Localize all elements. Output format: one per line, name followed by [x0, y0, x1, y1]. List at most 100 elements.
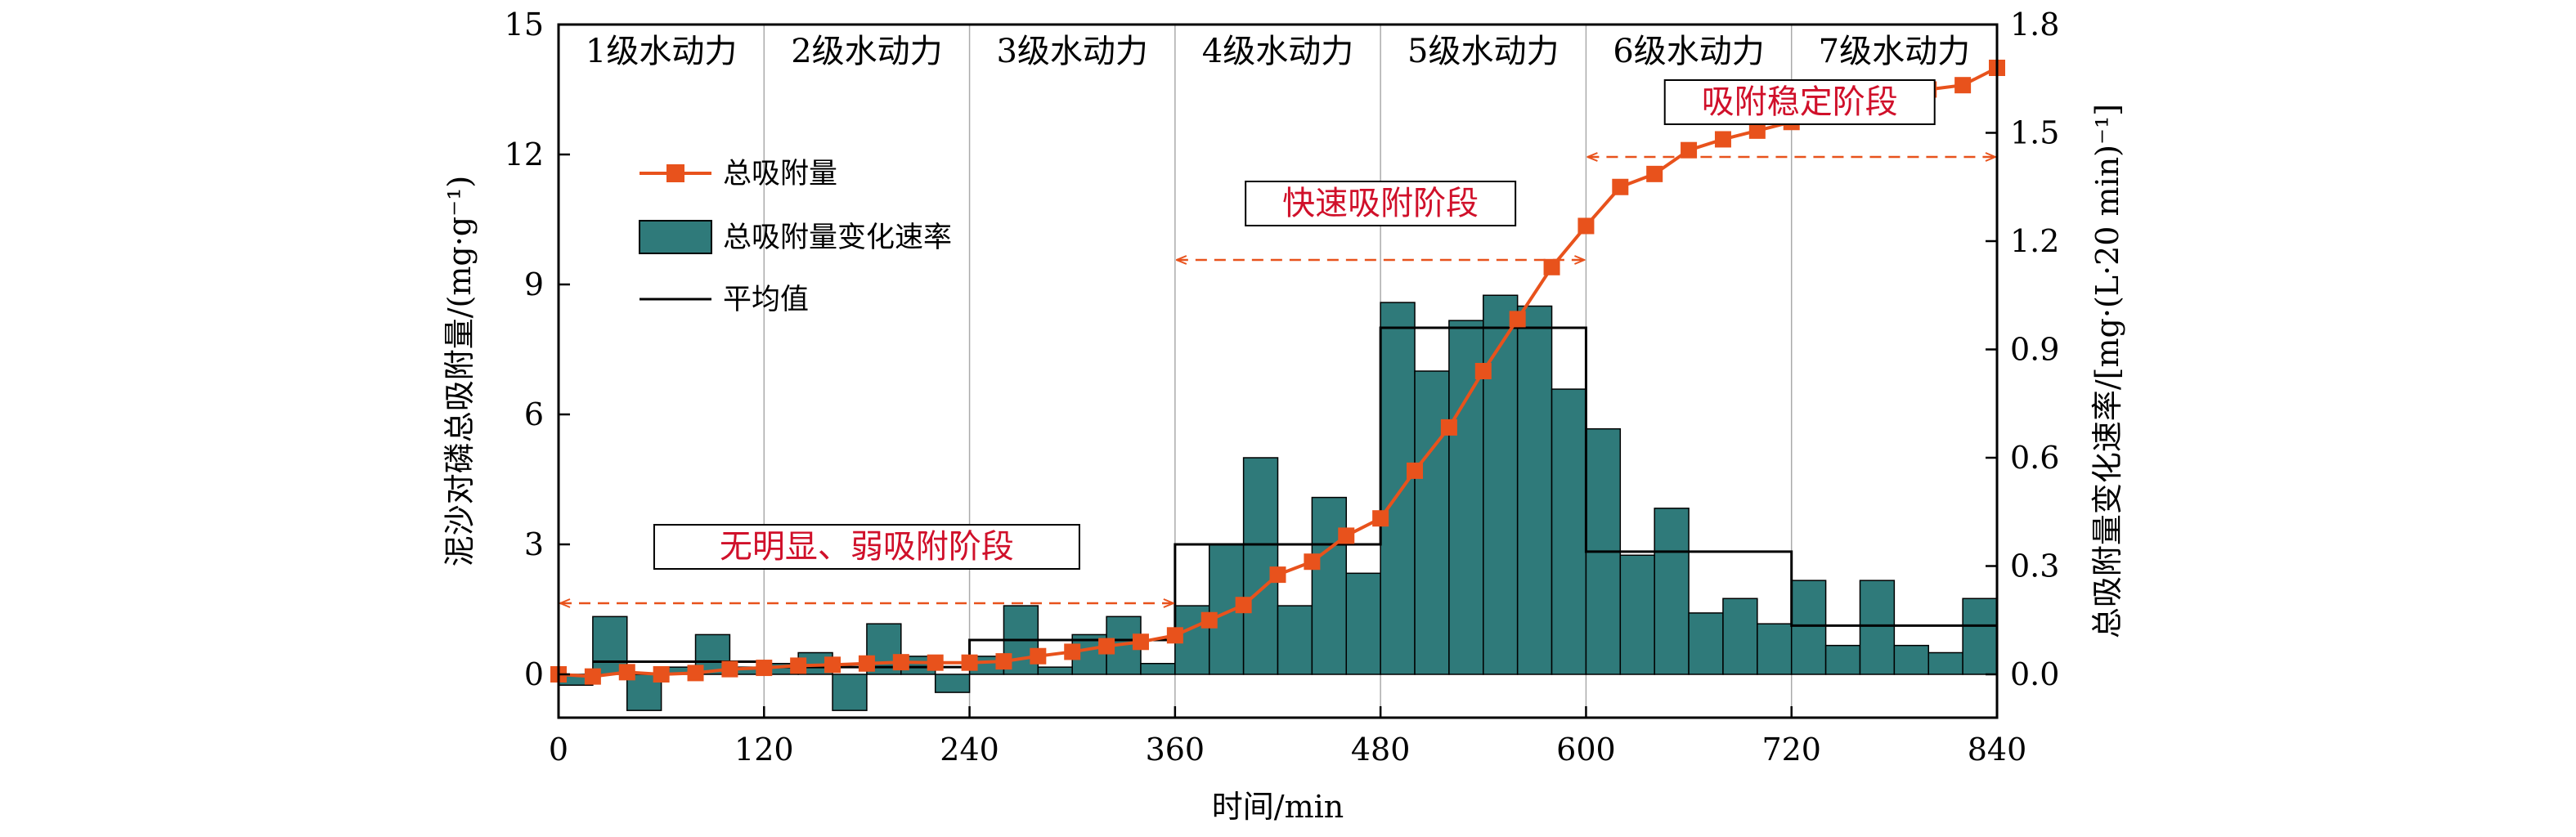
- total-adsorption-point: [1407, 462, 1424, 479]
- total-adsorption-point: [1714, 131, 1731, 148]
- level-label: 6级水动力: [1613, 33, 1764, 70]
- total-adsorption-point: [790, 657, 807, 674]
- rate-bar: [1619, 554, 1655, 675]
- level-labels: 1级水动力 2级水动力 3级水动力 4级水动力 5级水动力 6级水动力 7级水动力: [586, 33, 1970, 70]
- level-label: 1级水动力: [586, 33, 737, 70]
- total-adsorption-point: [927, 654, 944, 671]
- total-adsorption-point: [1064, 643, 1081, 660]
- level-label: 2级水动力: [791, 33, 942, 70]
- total-adsorption-point: [1577, 217, 1595, 235]
- x-tick-label: 120: [734, 732, 794, 768]
- level-label: 3级水动力: [996, 33, 1147, 70]
- total-adsorption-point: [995, 653, 1012, 670]
- level-label: 5级水动力: [1407, 33, 1559, 70]
- phase-label: 无明显、弱吸附阶段: [720, 528, 1014, 566]
- total-adsorption-point: [1200, 611, 1218, 629]
- rate-bar: [1551, 388, 1587, 675]
- legend-line-marker: [666, 164, 684, 182]
- rate-bar: [1893, 644, 1929, 675]
- total-adsorption-point: [1030, 647, 1047, 665]
- rate-bar: [1414, 370, 1450, 675]
- total-adsorption-point: [1338, 527, 1355, 544]
- y-right-tick-label: 0.6: [2010, 440, 2059, 476]
- legend-label-total: 总吸附量: [723, 158, 837, 190]
- rate-bar: [1311, 496, 1348, 675]
- x-tick-label: 600: [1556, 732, 1616, 768]
- rate-bar: [1483, 294, 1519, 675]
- total-adsorption-point: [1646, 165, 1663, 182]
- total-adsorption-point: [1474, 363, 1492, 379]
- total-adsorption-point: [618, 664, 635, 681]
- rate-bar: [1516, 305, 1553, 675]
- x-tick-label: 840: [1968, 732, 2027, 768]
- y-right-tick-label: 1.5: [2010, 115, 2059, 151]
- rate-bars: [558, 294, 1998, 711]
- rate-bar: [1345, 572, 1381, 675]
- total-adsorption-point: [1372, 510, 1389, 527]
- total-adsorption-point: [1132, 633, 1149, 651]
- phase-label: 快速吸附阶段: [1282, 185, 1479, 222]
- y-left-tick-label: 15: [505, 7, 544, 43]
- y-axis-label-right: 总吸附量变化速率/[mg·(L·20 min)⁻¹]: [2089, 104, 2125, 638]
- legend-label-rate: 总吸附量变化速率: [723, 222, 952, 254]
- y-right-tick-label: 0.0: [2010, 656, 2059, 692]
- x-tick-label: 240: [940, 732, 999, 768]
- rate-bar: [1928, 651, 1963, 675]
- y-right-tick-label: 1.2: [2010, 223, 2059, 259]
- phase-annotations: 无明显、弱吸附阶段 快速吸附阶段 吸附稳定阶段: [560, 79, 1995, 603]
- total-adsorption-point: [1612, 178, 1629, 195]
- total-adsorption-point: [858, 655, 875, 672]
- total-adsorption-point: [584, 668, 601, 685]
- total-adsorption-point: [1304, 553, 1321, 571]
- total-adsorption-point: [721, 660, 738, 678]
- y-left-tick-label: 12: [505, 137, 544, 172]
- phase-label-box: [1245, 181, 1517, 226]
- total-adsorption-point: [1440, 418, 1457, 436]
- y-left-tick-label: 0: [524, 656, 544, 692]
- total-adsorption-point: [824, 656, 841, 674]
- total-adsorption-point: [892, 654, 909, 671]
- total-adsorption-point: [653, 666, 670, 683]
- phase-label-box: [1663, 79, 1936, 125]
- x-axis-label: 时间/min: [1212, 789, 1344, 825]
- rate-bar: [1140, 663, 1176, 675]
- y-left-tick-label: 3: [524, 526, 544, 562]
- y-right-tick-label: 0.9: [2010, 332, 2059, 368]
- total-adsorption-point: [1509, 311, 1526, 328]
- rate-bar: [1790, 580, 1827, 675]
- level-label: 4级水动力: [1202, 33, 1353, 70]
- total-adsorption-point: [1166, 627, 1183, 644]
- total-adsorption-point: [1235, 597, 1252, 614]
- x-tick-label: 480: [1351, 732, 1411, 768]
- y-right-tick-label: 1.8: [2010, 7, 2059, 43]
- phase-label: 吸附稳定阶段: [1702, 83, 1898, 121]
- x-tick-label: 0: [549, 732, 568, 768]
- rate-bar: [1380, 302, 1416, 675]
- total-adsorption-point: [961, 654, 978, 671]
- level-label: 7级水动力: [1819, 33, 1970, 70]
- rate-bar: [1688, 612, 1724, 675]
- rate-bar: [1037, 666, 1073, 675]
- total-adsorption-point: [687, 665, 704, 682]
- phase-label-box: [653, 524, 1080, 570]
- rate-bar: [1277, 605, 1313, 675]
- legend-bar-swatch: [639, 220, 712, 254]
- rate-bar: [1859, 580, 1896, 675]
- rate-bar: [1654, 508, 1690, 675]
- rate-bar: [934, 674, 971, 693]
- rate-bar: [832, 674, 868, 711]
- total-adsorption-point: [756, 660, 773, 677]
- y-left-tick-label: 6: [524, 396, 544, 432]
- total-adsorption-point: [1748, 122, 1766, 139]
- legend: 总吸附量 总吸附量变化速率 平均值: [639, 158, 952, 316]
- rate-bar: [1962, 598, 1998, 675]
- rate-bar: [1722, 598, 1758, 675]
- legend-label-average: 平均值: [723, 284, 809, 316]
- axes: 0 120 240 360 480 600 720 840 0 3 6 9 12 15 0.0 0.3 0.6 0…: [505, 7, 2060, 768]
- total-adsorption-point: [1954, 77, 1972, 94]
- rate-bar: [1757, 623, 1793, 675]
- y-right-tick-label: 0.3: [2010, 548, 2059, 584]
- total-adsorption-point: [1269, 566, 1286, 584]
- total-adsorption-point: [1543, 258, 1560, 275]
